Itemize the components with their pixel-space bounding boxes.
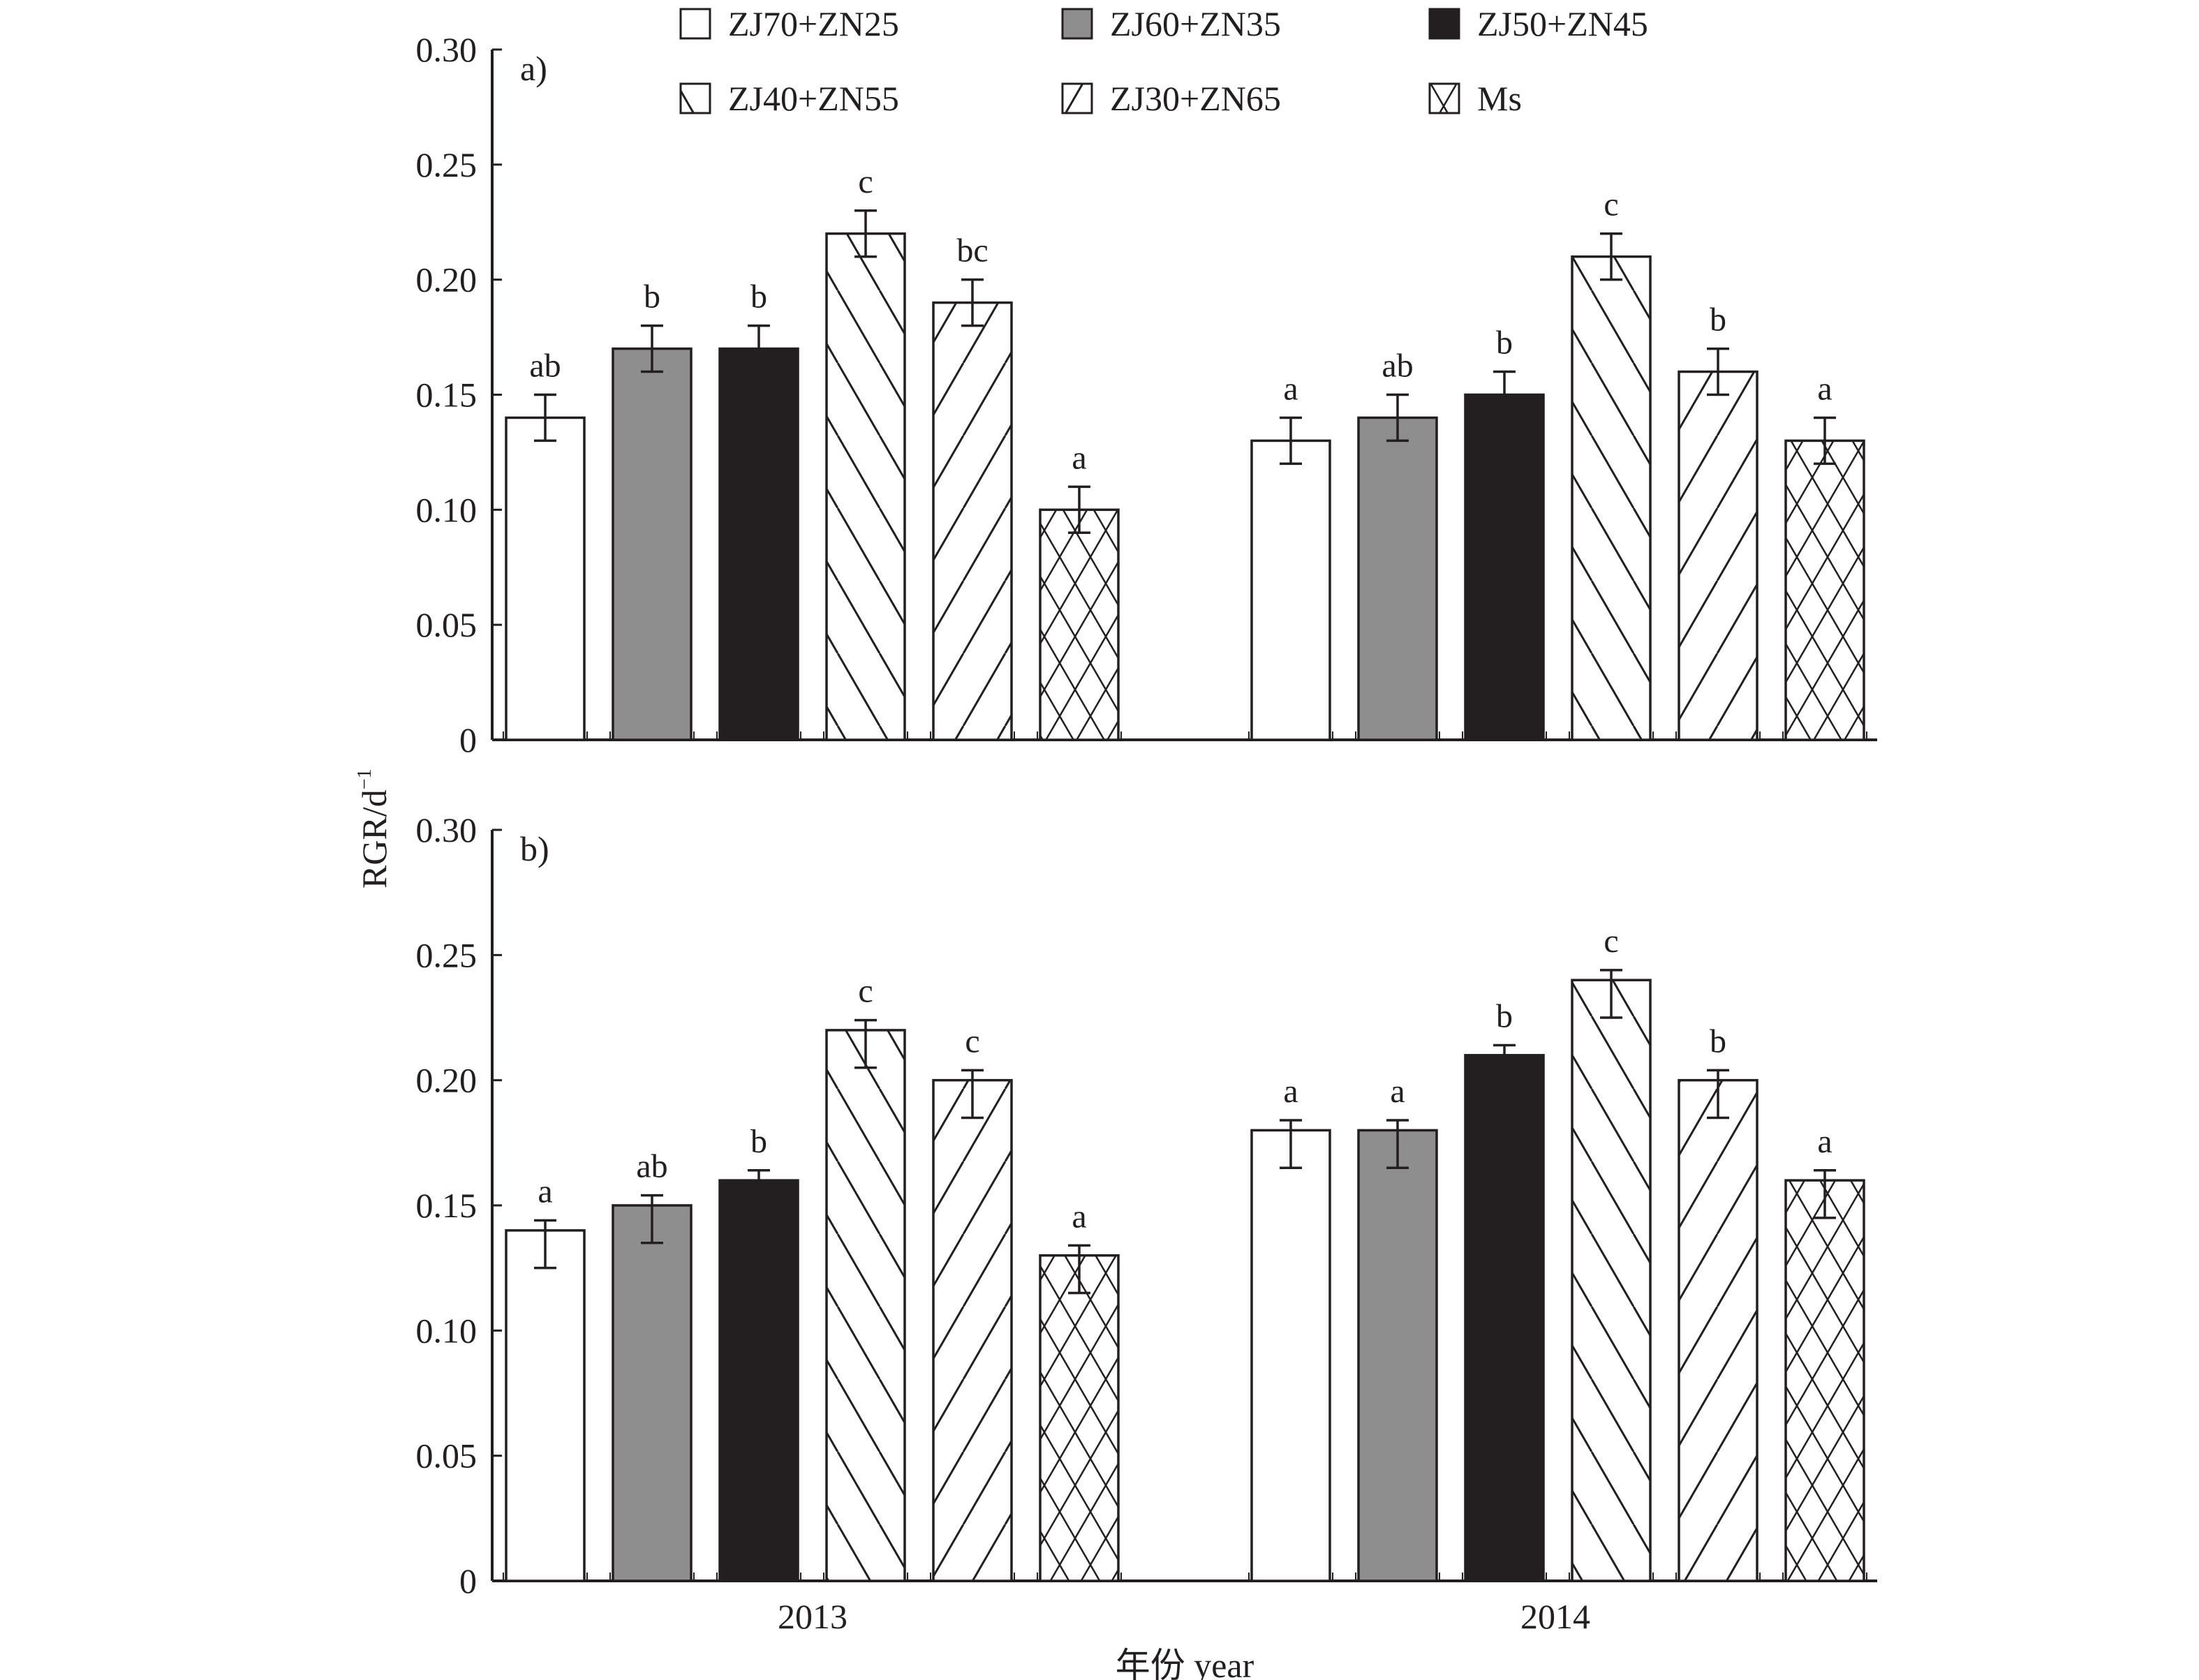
legend-label: ZJ70+ZN25 [728,4,899,43]
bar-ms-2014 [1784,439,1865,741]
bar-ms-2013 [1039,1254,1120,1582]
legend-label: Ms [1477,79,1522,118]
significance-letter: c [858,973,873,1010]
significance-letter: a [1072,1198,1086,1235]
bar-zj40-zn55-2014 [1571,255,1652,741]
bar-ms-2014 [1784,1179,1865,1582]
significance-letter: b [1710,1023,1726,1060]
bar-zj60-zn35-2014 [1357,1129,1438,1582]
significance-letter: a [538,1173,552,1210]
panel-label: a) [520,49,547,88]
y-tick-label: 0.20 [416,1061,477,1100]
legend-swatch-zj70-zn25 [679,8,711,40]
y-axis-label: RGR/d−1 [354,769,394,889]
bar-zj50-zn45-2014 [1464,1054,1545,1582]
y-tick-label: 0.10 [416,490,477,529]
significance-letter: a [1283,370,1298,407]
bar-zj50-zn45-2013 [718,1179,799,1582]
significance-letter: ab [636,1148,667,1185]
significance-letter: ab [1382,348,1413,385]
legend-swatch-zj60-zn35 [1061,8,1093,40]
legend-swatch-zj40-zn55 [679,82,711,114]
significance-letter: b [750,1123,767,1160]
y-tick-label: 0.15 [416,376,477,415]
significance-letter: b [1710,302,1726,339]
y-tick-label: 0.25 [416,145,477,184]
bar-zj70-zn25-2013 [505,1229,586,1582]
y-tick-label: 0.15 [416,1186,477,1225]
y-axis-label-sup: −1 [354,769,376,790]
significance-letter: a [1390,1073,1405,1110]
bar-zj60-zn35-2013 [612,1204,693,1582]
bar-zj60-zn35-2013 [612,347,693,741]
y-tick-label: 0.20 [416,260,477,299]
bar-zj40-zn55-2013 [825,232,906,741]
bar-zj30-zn65-2013 [932,1078,1013,1582]
significance-letter: a [1072,439,1086,476]
significance-letter: c [1604,186,1618,223]
legend-swatch-ms [1428,82,1460,114]
y-tick-label: 0.10 [416,1311,477,1350]
legend-label: ZJ40+ZN55 [728,79,899,118]
bar-zj30-zn65-2014 [1678,1078,1759,1582]
x-tick-label-2014: 2014 [1520,1597,1590,1636]
legend-swatch-zj50-zn45 [1428,8,1460,40]
panel-label: b) [520,829,549,868]
x-tick-label-2013: 2013 [778,1597,847,1636]
significance-letter: c [965,1023,979,1060]
legend-label: ZJ30+ZN65 [1110,79,1281,118]
significance-letter: a [1283,1073,1298,1110]
bar-zj40-zn55-2013 [825,1029,906,1582]
bar-zj70-zn25-2014 [1250,1129,1331,1582]
bar-zj70-zn25-2014 [1250,439,1331,741]
bar-zj40-zn55-2014 [1571,979,1652,1582]
bar-zj60-zn35-2014 [1357,416,1438,741]
legend-swatch-zj30-zn65 [1061,82,1093,114]
y-tick-label: 0 [459,720,477,759]
significance-letter: a [1817,370,1832,407]
significance-letter: b [750,278,767,315]
significance-letter: ab [529,348,561,385]
y-tick-label: 0.05 [416,605,477,644]
legend: ZJ70+ZN25 ZJ60+ZN35 ZJ50+ZN45 ZJ40+ZN55 ZJ30… [679,4,1648,118]
bar-ms-2013 [1039,508,1120,741]
y-tick-label: 0.05 [416,1436,477,1475]
significance-letter: b [1496,997,1513,1034]
y-tick-label: 0.30 [416,30,477,69]
bar-zj30-zn65-2014 [1678,370,1759,741]
x-axis-label: 年份 year [1116,1646,1254,1680]
y-tick-label: 0.25 [416,935,477,974]
significance-letter: bc [956,232,988,269]
legend-label: ZJ50+ZN45 [1477,4,1648,43]
panel-a: 00.050.100.150.200.250.30 a)abb bcbcaaabbc… [416,30,1877,759]
bar-zj30-zn65-2013 [932,301,1013,741]
significance-letter: c [1604,923,1618,960]
bar-zj50-zn45-2013 [718,347,799,741]
y-tick-label: 0 [459,1561,477,1600]
bar-zj70-zn25-2013 [505,416,586,741]
significance-letter: c [858,163,873,200]
bar-zj50-zn45-2014 [1464,393,1545,741]
significance-letter: b [1496,325,1513,362]
significance-letter: a [1817,1123,1832,1160]
y-tick-label: 0.30 [416,810,477,849]
legend-label: ZJ60+ZN35 [1110,4,1281,43]
significance-letter: b [644,278,660,315]
